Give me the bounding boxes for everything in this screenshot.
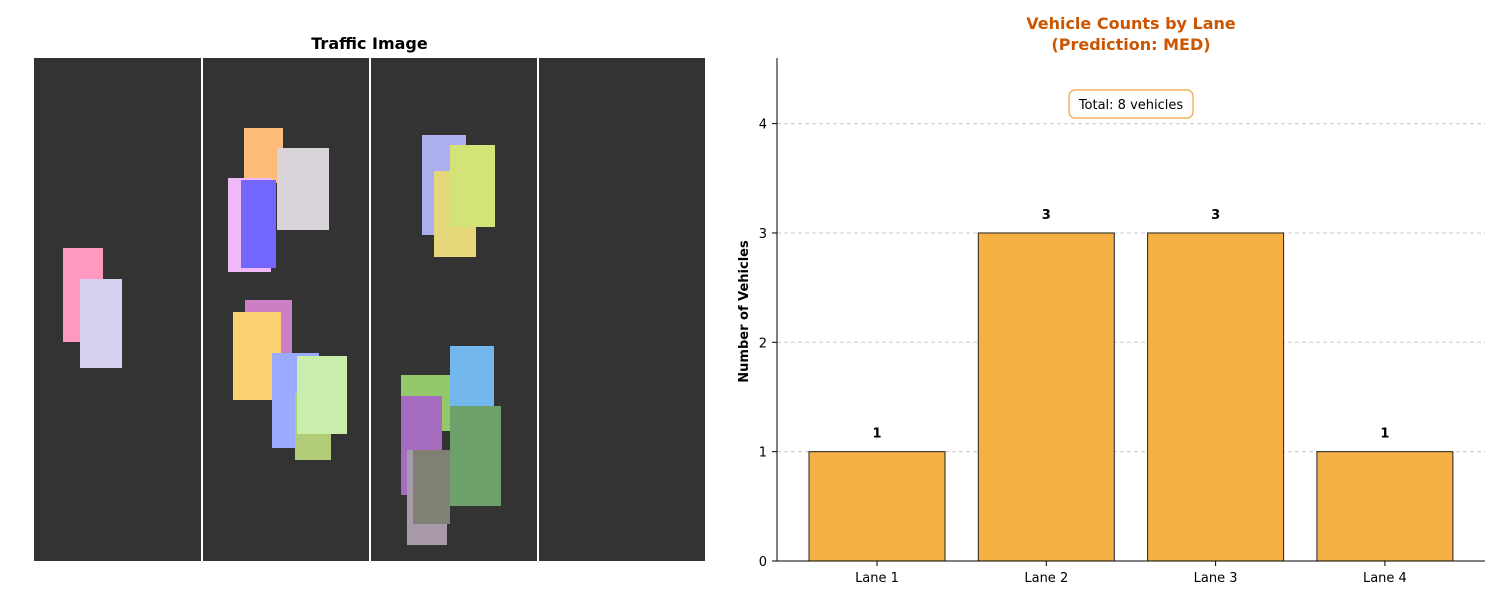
vehicle-box xyxy=(244,128,283,183)
vehicle-box xyxy=(80,279,122,368)
y-tick-label: 0 xyxy=(759,555,767,570)
y-tick-label: 2 xyxy=(759,336,767,351)
lane-divider xyxy=(369,58,371,561)
chart-title-block: Vehicle Counts by Lane (Prediction: MED) xyxy=(777,13,1485,55)
bar xyxy=(1147,232,1285,562)
chart-subtitle: (Prediction: MED) xyxy=(1051,35,1211,54)
vehicle-box xyxy=(413,450,450,524)
bar xyxy=(1316,451,1454,562)
traffic-image-title: Traffic Image xyxy=(311,34,428,53)
chart-title: Vehicle Counts by Lane xyxy=(1026,14,1236,33)
lane-divider xyxy=(201,58,203,561)
data-label: 1 xyxy=(872,427,881,442)
bar xyxy=(977,232,1115,562)
vehicle-box xyxy=(450,145,495,227)
y-axis-label: Number of Vehicles xyxy=(737,240,752,383)
bar xyxy=(808,451,946,562)
vehicle-box xyxy=(450,346,494,408)
y-tick-label: 1 xyxy=(759,446,767,461)
lane-divider xyxy=(537,58,539,561)
vehicle-box xyxy=(277,148,329,230)
traffic-image xyxy=(34,58,705,561)
data-label: 3 xyxy=(1042,208,1051,223)
data-label: 1 xyxy=(1380,427,1389,442)
total-annotation-box xyxy=(1068,89,1194,119)
x-tick-label: Lane 2 xyxy=(1024,571,1068,586)
x-tick-label: Lane 4 xyxy=(1363,571,1407,586)
x-tick-label: Lane 3 xyxy=(1194,571,1238,586)
y-tick-label: 4 xyxy=(759,118,767,133)
vehicle-box xyxy=(450,406,501,506)
x-tick-label: Lane 1 xyxy=(855,571,899,586)
vehicle-box xyxy=(297,356,347,434)
data-label: 3 xyxy=(1211,208,1220,223)
vehicle-box xyxy=(241,180,276,268)
total-annotation: Total: 8 vehicles xyxy=(1078,98,1184,113)
y-tick-label: 3 xyxy=(759,227,767,242)
